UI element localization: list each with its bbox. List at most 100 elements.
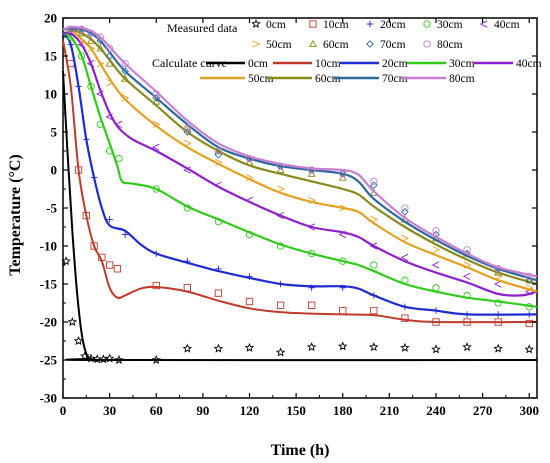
data-point <box>307 169 316 177</box>
data-point <box>338 173 347 181</box>
data-point <box>277 280 284 288</box>
calculated-curve-20cm <box>62 32 538 316</box>
data-point <box>152 97 161 105</box>
legend-calculated-label: 0cm <box>248 58 268 70</box>
y-axis-label: Temperature (°C) <box>7 154 24 275</box>
data-point <box>87 44 96 53</box>
legend-measured-label: 60cm <box>323 39 349 51</box>
x-tick-label: 90 <box>196 403 209 418</box>
data-point <box>244 342 255 352</box>
data-point <box>61 256 71 266</box>
data-point <box>105 44 114 53</box>
data-point <box>114 355 124 365</box>
data-point <box>369 342 379 352</box>
data-point <box>494 318 502 326</box>
data-point <box>105 113 114 121</box>
data-point <box>182 343 193 353</box>
data-point <box>245 196 253 205</box>
y-tick-label: 5 <box>51 125 58 140</box>
data-point <box>308 196 316 205</box>
data-point <box>338 341 348 351</box>
measured-points-40cm <box>66 29 533 296</box>
data-point <box>494 299 502 307</box>
data-point <box>276 211 284 220</box>
data-point <box>494 272 503 281</box>
data-point <box>308 249 316 258</box>
data-point <box>276 242 285 250</box>
x-tick-label: 0 <box>60 403 67 418</box>
data-point <box>370 215 379 224</box>
data-point <box>525 276 534 284</box>
data-point <box>215 265 222 272</box>
data-point <box>183 284 191 292</box>
x-tick-label: 210 <box>380 403 400 418</box>
legend-measured-label: 30cm <box>437 19 463 31</box>
data-point <box>494 268 503 276</box>
data-point <box>432 227 440 235</box>
data-point <box>276 162 285 170</box>
data-point <box>96 44 105 52</box>
data-point <box>366 20 374 28</box>
legend-calculated-label: 30cm <box>449 58 475 70</box>
data-point <box>151 355 161 365</box>
legend-calculated-label: 20cm <box>382 58 408 70</box>
data-point <box>401 207 409 216</box>
legend-calculated-label: 50cm <box>248 73 274 85</box>
data-point <box>80 351 90 361</box>
legend-measured-label: 40cm <box>494 19 520 31</box>
data-point <box>152 90 160 98</box>
data-point <box>276 301 285 309</box>
data-point <box>401 204 409 212</box>
x-tick-label: 270 <box>473 403 493 418</box>
data-point <box>215 158 223 167</box>
calculated-curve-30cm <box>62 32 538 308</box>
legend-measured-label: 50cm <box>266 39 292 51</box>
legend-calculated-label: 40cm <box>516 58 542 70</box>
data-point <box>246 273 253 280</box>
series-layer <box>61 25 538 365</box>
data-point <box>184 258 191 265</box>
data-point <box>493 343 503 353</box>
y-tick-label: -10 <box>40 239 57 254</box>
data-point <box>183 166 191 174</box>
y-tick-label: 15 <box>44 49 58 64</box>
data-point <box>400 342 410 352</box>
legend-measured-title: Measured data <box>167 21 238 35</box>
data-point <box>75 83 82 90</box>
data-point <box>462 342 472 352</box>
data-point <box>277 185 285 193</box>
data-point <box>214 289 223 297</box>
data-point <box>306 342 317 352</box>
data-point <box>121 74 130 82</box>
series-80cm <box>62 25 538 281</box>
legend-measured-label: 70cm <box>380 39 406 51</box>
series-40cm <box>62 29 538 297</box>
data-point <box>121 94 130 102</box>
legend-calculated-label: 70cm <box>382 73 408 85</box>
series-0cm <box>61 71 538 365</box>
data-point <box>463 246 471 254</box>
data-point <box>183 124 191 132</box>
data-point <box>87 82 95 91</box>
data-point <box>401 276 409 284</box>
data-point <box>183 124 192 132</box>
data-point <box>307 223 316 231</box>
data-point <box>96 33 104 41</box>
data-point <box>87 29 95 37</box>
data-point <box>90 174 98 181</box>
x-tick-label: 60 <box>150 403 163 418</box>
data-point <box>183 139 192 148</box>
y-tick-label: -25 <box>40 353 58 368</box>
data-point <box>432 318 440 326</box>
data-point <box>432 307 440 314</box>
data-point <box>152 281 160 290</box>
data-point <box>214 146 223 155</box>
data-point <box>77 29 86 37</box>
legend-measured-label: 0cm <box>266 19 286 31</box>
data-point <box>309 20 317 28</box>
data-point <box>401 314 409 322</box>
data-point <box>423 40 431 48</box>
data-point <box>77 52 86 60</box>
data-point <box>183 204 191 212</box>
data-point <box>525 319 533 328</box>
